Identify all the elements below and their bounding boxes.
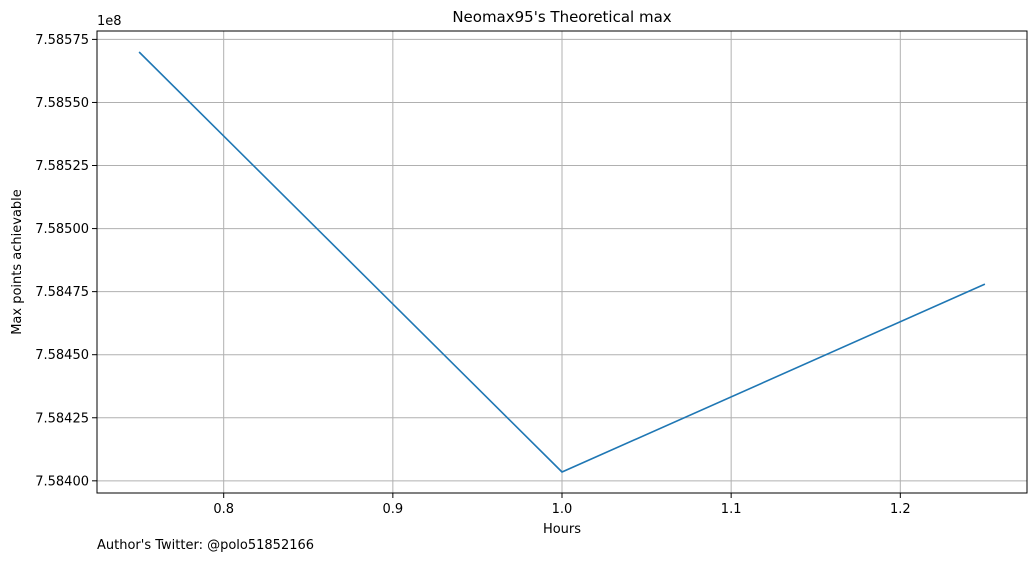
x-tick-label: 1.1 [721,502,742,517]
y-tick-label: 7.58450 [35,348,89,363]
series-line [138,51,986,473]
y-tick-label: 7.58475 [35,285,89,300]
x-tick-label: 0.9 [383,502,404,517]
x-tick-label: 1.2 [890,502,911,517]
x-tick-label: 1.0 [552,502,573,517]
y-axis-label: Max points achievable [10,189,25,335]
x-axis: 0.8 0.9 1.0 1.1 1.2 [213,493,911,517]
y-tick-label: 7.58500 [35,222,89,237]
grid [97,31,1027,493]
x-tick-label: 0.8 [213,502,234,517]
y-axis: 7.58400 7.58425 7.58450 7.58475 7.58500 7.585… [35,33,97,489]
y-axis-offset-label: 1e8 [97,14,122,29]
y-tick-label: 7.58425 [35,411,89,426]
chart-title: Neomax95's Theoretical max [452,8,671,26]
y-tick-label: 7.58575 [35,33,89,48]
y-tick-label: 7.58525 [35,159,89,174]
y-tick-label: 7.58400 [35,474,89,489]
x-axis-label: Hours [543,522,581,537]
y-tick-label: 7.58550 [35,96,89,111]
author-credit: Author's Twitter: @polo51852166 [97,538,315,553]
